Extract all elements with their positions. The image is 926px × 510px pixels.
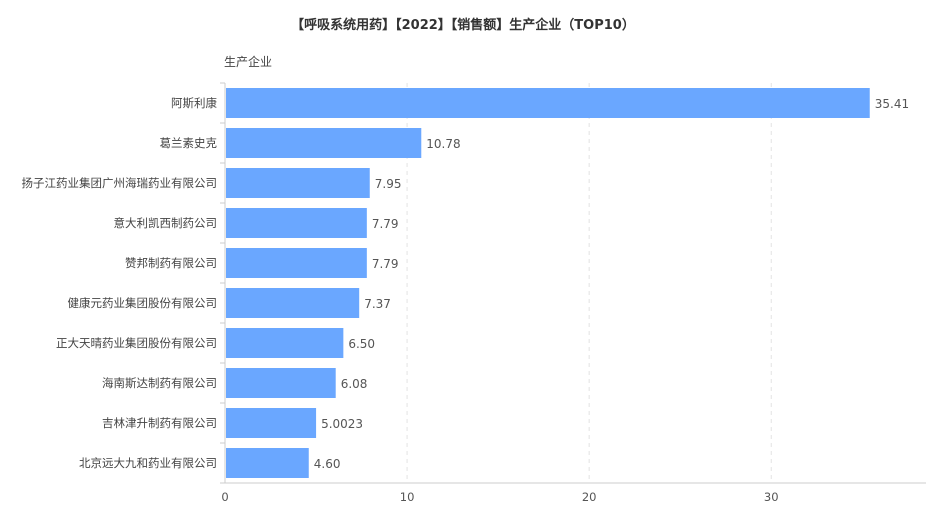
chart-title: 【呼吸系统用药】【2022】【销售额】生产企业（TOP10）	[291, 18, 635, 33]
category-label: 扬子江药业集团广州海瑞药业有限公司	[22, 176, 218, 190]
y-axis-title: 生产企业	[224, 55, 273, 69]
axes	[220, 82, 926, 484]
bar[interactable]	[226, 88, 870, 118]
labels: 0 10 20 30 阿斯利康 35.41 葛兰素史克 10.78 扬子江药业集团广州海瑞药业有…	[22, 96, 910, 504]
category-label: 北京远大九和药业有限公司	[79, 456, 217, 470]
category-label: 健康元药业集团股份有限公司	[68, 296, 218, 310]
value-label: 4.60	[314, 457, 341, 471]
bar[interactable]	[226, 168, 370, 198]
value-label: 6.08	[341, 377, 368, 391]
bar[interactable]	[226, 328, 344, 358]
bar[interactable]	[226, 248, 367, 278]
value-label: 5.0023	[321, 417, 363, 431]
bar[interactable]	[226, 408, 317, 438]
bar[interactable]	[226, 368, 336, 398]
bar[interactable]	[226, 288, 360, 318]
grid-lines	[406, 83, 772, 483]
value-label: 7.37	[364, 297, 391, 311]
value-label: 10.78	[426, 137, 460, 151]
value-label: 6.50	[348, 337, 375, 351]
x-tick-label: 20	[582, 490, 597, 504]
category-label: 吉林津升制药有限公司	[102, 416, 217, 430]
bar[interactable]	[226, 208, 367, 238]
category-label: 意大利凯西制药公司	[114, 216, 218, 230]
category-label: 赞邦制药有限公司	[125, 256, 217, 270]
x-tick-label: 10	[400, 490, 415, 504]
category-label: 正大天晴药业集团股份有限公司	[56, 336, 217, 350]
bar[interactable]	[226, 448, 309, 478]
category-label: 阿斯利康	[171, 96, 217, 110]
x-tick-label: 30	[764, 490, 779, 504]
category-label: 海南斯达制药有限公司	[102, 376, 217, 390]
x-tick-label: 0	[221, 490, 228, 504]
value-label: 7.79	[372, 257, 399, 271]
value-label: 35.41	[875, 97, 909, 111]
value-label: 7.79	[372, 217, 399, 231]
value-label: 7.95	[375, 177, 402, 191]
bar[interactable]	[226, 128, 422, 158]
category-label: 葛兰素史克	[160, 136, 218, 150]
bars	[226, 88, 870, 478]
